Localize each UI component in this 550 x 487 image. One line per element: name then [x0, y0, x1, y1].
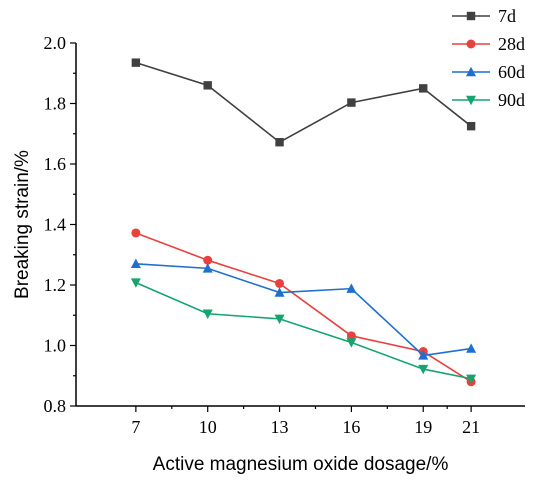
data-point: [466, 343, 477, 353]
series-line: [135, 61, 472, 144]
data-point: [275, 138, 284, 147]
x-tick-label: 19: [414, 417, 432, 437]
axes: 0.8 1.0 1.2 1.4 1.6 1.8 2.0 7 10 13 16 19 21: [44, 33, 525, 437]
legend-marker: [466, 39, 476, 49]
data-point: [346, 338, 357, 348]
legend-item: 60d: [452, 62, 525, 82]
y-tick-label: 1.2: [44, 275, 67, 295]
data-point: [203, 255, 213, 265]
data-point: [130, 278, 141, 288]
data-point: [202, 309, 213, 319]
data-point: [275, 278, 285, 288]
series-line: [135, 281, 472, 380]
legend-item: 90d: [452, 90, 525, 110]
data-point: [131, 228, 141, 238]
y-tick-label: 0.8: [44, 396, 67, 416]
data-point: [203, 81, 212, 90]
legend-marker: [466, 95, 476, 106]
legend-item: 28d: [452, 34, 525, 54]
x-tick-label: 10: [199, 417, 217, 437]
series-line: [135, 232, 472, 383]
x-axis-label: Active magnesium oxide dosage/%: [153, 454, 449, 475]
data-point: [418, 350, 429, 360]
legend-label: 28d: [498, 34, 525, 54]
series-60d: [130, 258, 477, 360]
x-tick-label: 13: [271, 417, 289, 437]
x-tick-label: 7: [131, 417, 140, 437]
y-axis-label: Breaking strain/%: [12, 150, 33, 299]
x-tick-label: 16: [342, 417, 360, 437]
y-tick-label: 1.6: [44, 154, 67, 174]
y-tick-label: 1.4: [44, 215, 67, 235]
legend-item: 7d: [452, 6, 516, 26]
y-tick-label: 2.0: [44, 33, 67, 53]
data-point: [346, 283, 357, 293]
data-point: [466, 374, 477, 384]
data-point: [274, 314, 285, 325]
legend-marker: [466, 66, 476, 77]
series-28d: [131, 228, 476, 387]
data-point: [274, 287, 285, 297]
legend-label: 90d: [498, 90, 525, 110]
series-7d: [131, 58, 476, 147]
legend-label: 60d: [498, 62, 525, 82]
data-point: [131, 58, 141, 67]
data-point: [466, 121, 476, 131]
series-90d: [130, 278, 477, 384]
data-point: [418, 364, 429, 375]
data-point: [419, 84, 428, 93]
y-tick-label: 1.0: [44, 336, 67, 356]
y-tick-label: 1.8: [44, 94, 67, 114]
legend: 7d 28d 60d 90d: [452, 6, 525, 110]
legend-label: 7d: [498, 6, 516, 26]
x-tick-label: 21: [462, 417, 480, 437]
legend-marker: [466, 11, 476, 21]
data-point: [346, 331, 356, 341]
data-point: [347, 98, 356, 107]
series-line: [135, 263, 472, 357]
series-layer: [130, 58, 477, 387]
data-point: [202, 263, 213, 273]
data-point: [130, 258, 141, 269]
